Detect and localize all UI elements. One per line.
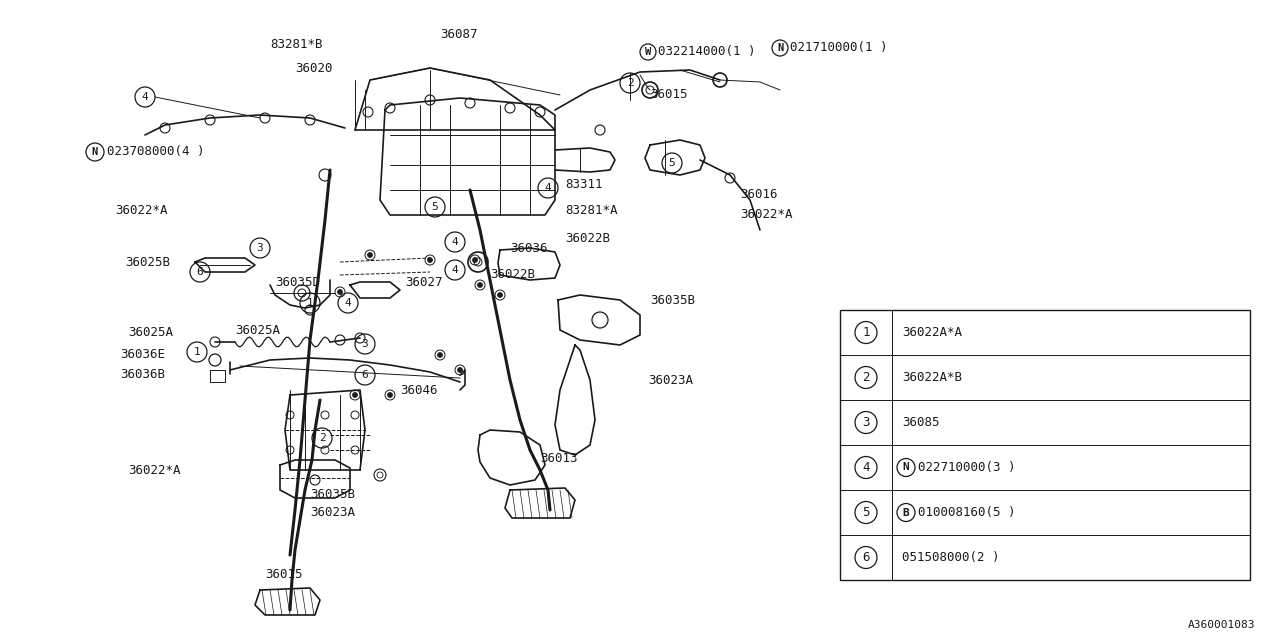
Text: 4: 4 (544, 183, 552, 193)
Circle shape (438, 353, 443, 358)
Text: 36022*A: 36022*A (740, 209, 792, 221)
Text: 4: 4 (452, 237, 458, 247)
Text: 5: 5 (863, 506, 869, 519)
Text: 36035B: 36035B (650, 294, 695, 307)
Text: 36022B: 36022B (490, 269, 535, 282)
Text: 36036B: 36036B (120, 369, 165, 381)
Text: 36022A*A: 36022A*A (902, 326, 963, 339)
Text: 36046: 36046 (399, 383, 438, 397)
Text: N: N (92, 147, 99, 157)
Text: 010008160(5 ): 010008160(5 ) (918, 506, 1015, 519)
Circle shape (367, 253, 372, 257)
Text: 6: 6 (863, 551, 869, 564)
Text: 36036: 36036 (509, 241, 548, 255)
Text: 2: 2 (319, 433, 325, 443)
Text: 6: 6 (362, 370, 369, 380)
Text: 36023A: 36023A (648, 374, 692, 387)
Text: 022710000(3 ): 022710000(3 ) (918, 461, 1015, 474)
Bar (840, 310, 1251, 580)
Text: 4: 4 (452, 265, 458, 275)
Text: 3: 3 (256, 243, 264, 253)
Circle shape (472, 257, 477, 262)
Text: 36035D: 36035D (275, 276, 320, 289)
Text: 051508000(2 ): 051508000(2 ) (902, 551, 1000, 564)
Text: W: W (645, 47, 652, 57)
Text: 36035B: 36035B (310, 488, 355, 502)
Text: 36022*A: 36022*A (128, 463, 180, 477)
Text: A360001083: A360001083 (1188, 620, 1254, 630)
Text: 6: 6 (197, 267, 204, 277)
Circle shape (428, 257, 433, 262)
Text: 36015: 36015 (265, 568, 302, 582)
Text: N: N (902, 463, 909, 472)
Text: 4: 4 (142, 92, 148, 102)
Text: 021710000(1 ): 021710000(1 ) (790, 42, 887, 54)
Text: 4: 4 (344, 298, 352, 308)
Text: 1: 1 (307, 298, 314, 308)
Text: 36022B: 36022B (564, 232, 611, 244)
Text: 1: 1 (193, 347, 201, 357)
Circle shape (498, 292, 503, 298)
Text: 36087: 36087 (440, 29, 477, 42)
Text: 1: 1 (863, 326, 869, 339)
Text: 5: 5 (668, 158, 676, 168)
Circle shape (477, 282, 483, 287)
Text: 3: 3 (362, 339, 369, 349)
Text: 36016: 36016 (740, 189, 777, 202)
Text: 83281*B: 83281*B (270, 38, 323, 51)
Text: 2: 2 (863, 371, 869, 384)
Text: 83281*A: 83281*A (564, 204, 617, 216)
Text: 83311: 83311 (564, 179, 603, 191)
Text: 36020: 36020 (294, 61, 333, 74)
Circle shape (457, 367, 462, 372)
Text: 36022A*B: 36022A*B (902, 371, 963, 384)
Circle shape (352, 392, 357, 397)
Text: 3: 3 (863, 416, 869, 429)
Circle shape (388, 392, 393, 397)
Text: 36013: 36013 (540, 451, 577, 465)
Text: N: N (777, 43, 783, 53)
Text: 36027: 36027 (404, 275, 443, 289)
Text: 36085: 36085 (902, 416, 940, 429)
Text: 2: 2 (627, 78, 634, 88)
Text: 5: 5 (431, 202, 438, 212)
Text: 36022*A: 36022*A (115, 204, 168, 216)
Text: 36025B: 36025B (125, 257, 170, 269)
Text: 36025A: 36025A (128, 326, 173, 339)
Text: B: B (902, 508, 909, 518)
Text: 023708000(4 ): 023708000(4 ) (108, 145, 205, 159)
Text: 36025A: 36025A (236, 323, 280, 337)
Text: 032214000(1 ): 032214000(1 ) (658, 45, 755, 58)
Text: 36036E: 36036E (120, 349, 165, 362)
Text: 36015: 36015 (650, 88, 687, 102)
Text: 36023A: 36023A (310, 506, 355, 518)
Text: 4: 4 (863, 461, 869, 474)
Circle shape (338, 289, 343, 294)
